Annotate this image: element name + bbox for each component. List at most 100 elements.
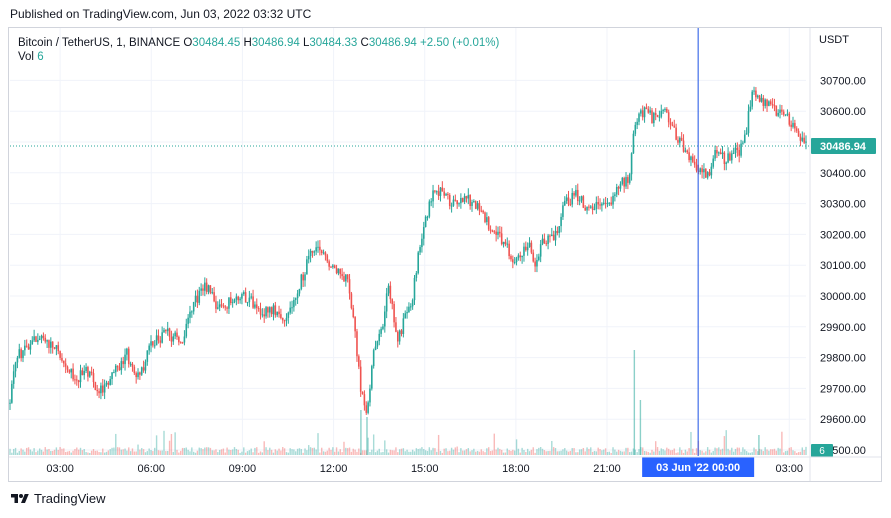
candle-body — [380, 328, 382, 334]
volume-bar — [744, 449, 746, 455]
candle-body — [406, 312, 408, 314]
candle-body — [109, 379, 111, 385]
volume-bar — [167, 450, 169, 455]
candle-body — [124, 354, 126, 365]
volume-bar — [564, 448, 566, 455]
volume-bar — [102, 448, 104, 455]
candle-body — [688, 152, 690, 161]
volume-bar — [608, 451, 611, 455]
candle-body — [601, 203, 603, 206]
time-tick-label: 21:00 — [593, 463, 621, 475]
candle-body — [326, 255, 329, 262]
candle-body — [779, 109, 781, 113]
candle-body — [55, 345, 58, 349]
volume-bar — [168, 440, 171, 455]
candle-body — [330, 266, 332, 268]
candle-body — [144, 361, 147, 371]
candle-body — [382, 326, 384, 329]
candle-body — [359, 366, 362, 392]
volume-bar — [706, 447, 709, 455]
volume-bar — [623, 451, 625, 455]
candle-body — [374, 346, 377, 351]
volume-bar — [283, 448, 286, 455]
volume-bar — [773, 448, 776, 455]
volume-bar — [633, 350, 636, 455]
volume-bar — [205, 447, 208, 455]
candle-body — [736, 147, 739, 151]
volume-bar — [159, 450, 161, 455]
volume-bar — [87, 452, 89, 455]
candle-body — [246, 302, 249, 304]
volume-bar — [801, 447, 803, 455]
volume-bar — [634, 449, 636, 455]
volume-bar — [513, 450, 516, 455]
volume-bar — [517, 448, 520, 455]
candle-body — [705, 169, 707, 178]
candle-body — [371, 366, 373, 389]
candle-body — [623, 177, 625, 187]
footer-brand[interactable]: TradingView — [10, 491, 106, 506]
currency-label[interactable]: USDT — [819, 34, 849, 46]
price-tick-label: 29800.00 — [820, 353, 866, 365]
volume-bar — [116, 447, 119, 455]
candle-body — [729, 153, 731, 161]
volume-bar — [716, 448, 718, 455]
candle-body — [461, 197, 464, 202]
candle-body — [788, 113, 791, 125]
volume-bar — [42, 451, 45, 455]
candle-body — [398, 330, 401, 342]
volume-bar — [313, 447, 315, 455]
candle-body — [75, 379, 78, 381]
candle-body — [693, 161, 696, 165]
volume-bar — [649, 452, 651, 455]
volume-bar — [740, 451, 742, 455]
candle-body — [165, 329, 167, 332]
candle-body — [343, 276, 345, 282]
volume-bar — [538, 447, 540, 455]
volume-bar — [317, 433, 319, 455]
candle-body — [730, 153, 733, 161]
volume-bar — [465, 449, 468, 455]
volume-bar — [794, 451, 796, 455]
volume-bar — [11, 452, 13, 455]
candle-body — [645, 107, 648, 109]
volume-bar — [590, 447, 592, 455]
volume-bar — [122, 449, 124, 455]
volume-bar — [591, 451, 594, 455]
candle-body — [643, 107, 646, 118]
volume-bar — [669, 450, 672, 455]
candle-body — [352, 308, 355, 318]
candle-body — [131, 363, 134, 367]
volume-bar — [289, 448, 291, 455]
volume-bar — [508, 450, 510, 455]
volume-bar — [280, 450, 282, 455]
candle-body — [506, 243, 509, 245]
volume-bar — [786, 450, 789, 455]
volume-bar — [526, 448, 529, 455]
candle-body — [695, 164, 698, 171]
chart-frame[interactable] — [8, 27, 882, 482]
symbol-label[interactable]: Bitcoin / TetherUS, 1, BINANCE — [18, 37, 181, 49]
price-tick-label: 29700.00 — [820, 383, 866, 395]
time-tick-label: 03:00 — [46, 463, 74, 475]
candle-body — [801, 137, 804, 141]
candle-body — [794, 122, 796, 129]
volume-bar — [354, 449, 356, 455]
volume-bar — [478, 451, 481, 455]
candle-body — [191, 311, 193, 313]
volume-bar — [671, 450, 674, 455]
volume-bar — [157, 450, 160, 455]
candle-body — [341, 274, 343, 277]
candle-body — [66, 366, 69, 370]
candle-body — [597, 202, 599, 205]
volume-bar — [751, 452, 753, 455]
candle-body — [33, 336, 35, 341]
volume-bar — [183, 447, 186, 455]
volume-bar — [731, 447, 733, 455]
candle-body — [168, 328, 171, 337]
volume-bar — [174, 432, 176, 455]
volume-bar — [348, 447, 351, 455]
candle-body — [634, 124, 637, 134]
volume-bar — [181, 447, 184, 455]
